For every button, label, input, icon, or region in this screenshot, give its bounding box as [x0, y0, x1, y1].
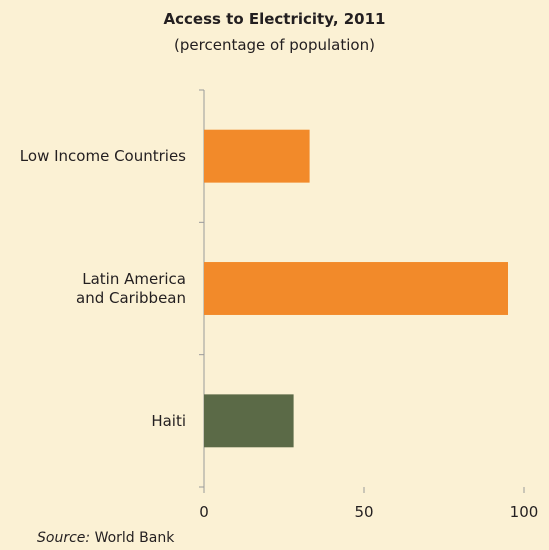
source-label: Source: [37, 530, 91, 546]
source-text: World Bank [94, 530, 175, 546]
chart-title: Access to Electricity, 2011 [163, 10, 386, 28]
chart-subtitle: (percentage of population) [174, 36, 375, 54]
source-note: Source: World Bank [37, 530, 174, 546]
category-label: Haiti [151, 412, 186, 430]
bar-low-income-countries [204, 129, 310, 183]
bar-latin-america-and-caribbean [204, 262, 508, 315]
category-label: Low Income Countries [20, 147, 186, 165]
category-label: Latin America and Caribbean [76, 270, 186, 307]
x-tick-label: 50 [354, 503, 373, 521]
x-tick-label: 100 [510, 503, 539, 521]
bar-haiti [204, 394, 294, 448]
x-tick-label: 0 [199, 503, 209, 521]
